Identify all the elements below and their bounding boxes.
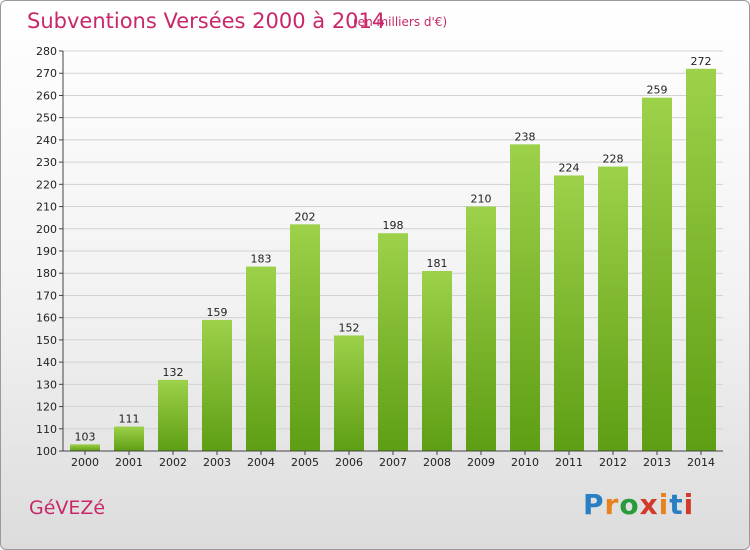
bar [466, 206, 496, 451]
proxiti-logo[interactable]: Proxiti [583, 488, 694, 521]
logo-letter: r [604, 488, 620, 521]
x-tick-label: 2011 [555, 456, 583, 469]
y-tick-label: 120 [36, 401, 57, 414]
y-tick-label: 130 [36, 378, 57, 391]
y-tick-label: 170 [36, 289, 57, 302]
x-tick-label: 2002 [159, 456, 187, 469]
y-tick-label: 260 [36, 89, 57, 102]
x-tick-label: 2014 [687, 456, 715, 469]
y-tick-label: 270 [36, 67, 57, 80]
bar-value-label: 152 [339, 321, 360, 334]
bar [598, 166, 628, 452]
y-tick-label: 150 [36, 334, 57, 347]
bar [202, 319, 232, 451]
bar [378, 233, 408, 451]
bar [246, 266, 276, 451]
x-tick-label: 2000 [71, 456, 99, 469]
x-tick-label: 2009 [467, 456, 495, 469]
y-tick-label: 190 [36, 245, 57, 258]
chart-title: Subventions Versées 2000 à 2014 [27, 9, 386, 33]
bar-value-label: 224 [559, 161, 580, 174]
bar [686, 68, 716, 452]
bar-value-label: 272 [691, 55, 712, 68]
bar-value-label: 202 [295, 210, 316, 223]
y-tick-label: 110 [36, 423, 57, 436]
y-tick-label: 230 [36, 156, 57, 169]
bar-value-label: 183 [251, 253, 272, 266]
bar [70, 444, 100, 451]
logo-letter: i [658, 488, 670, 521]
x-tick-label: 2004 [247, 456, 275, 469]
bar-value-label: 238 [515, 130, 536, 143]
bar-value-label: 228 [603, 153, 624, 166]
bar-value-label: 159 [207, 306, 228, 319]
x-tick-label: 2003 [203, 456, 231, 469]
logo-letter: o [619, 488, 640, 521]
x-tick-label: 2006 [335, 456, 363, 469]
bar-value-label: 111 [119, 413, 140, 426]
x-tick-label: 2001 [115, 456, 143, 469]
bar-value-label: 181 [427, 257, 448, 270]
bar-value-label: 132 [163, 366, 184, 379]
bar [554, 175, 584, 451]
y-tick-label: 250 [36, 112, 57, 125]
bar [642, 97, 672, 452]
chart-unit: (en milliers d'€) [353, 15, 448, 29]
bar [290, 224, 320, 451]
axes: 100 110 120 130 140 150 160 170 180 190 200 210 220 2… [36, 45, 723, 469]
y-tick-label: 200 [36, 223, 57, 236]
bars: 103 111 132 159 183 202 152 198 181 210 238 224 228 2… [70, 55, 716, 452]
x-tick-label: 2010 [511, 456, 539, 469]
bar-value-label: 198 [383, 219, 404, 232]
bar [114, 426, 144, 451]
y-tick-label: 240 [36, 134, 57, 147]
y-tick-label: 220 [36, 178, 57, 191]
bar-value-label: 210 [471, 193, 492, 206]
x-tick-label: 2005 [291, 456, 319, 469]
y-tick-label: 180 [36, 267, 57, 280]
logo-letter: i [683, 488, 695, 521]
logo-letter: P [583, 488, 605, 521]
x-tick-label: 2007 [379, 456, 407, 469]
y-tick-label: 160 [36, 312, 57, 325]
bar [510, 144, 540, 452]
bar-value-label: 259 [647, 84, 668, 97]
bar [158, 379, 188, 451]
y-tick-label: 280 [36, 45, 57, 58]
bar-value-label: 103 [75, 430, 96, 443]
y-tick-label: 100 [36, 445, 57, 458]
y-tick-label: 140 [36, 356, 57, 369]
y-tick-label: 210 [36, 201, 57, 214]
logo-letter: t [669, 488, 684, 521]
bar [334, 335, 364, 451]
logo-letter: x [639, 488, 659, 521]
x-tick-label: 2012 [599, 456, 627, 469]
city-name: GéVEZé [29, 497, 106, 519]
bar [422, 271, 452, 451]
x-tick-label: 2013 [643, 456, 671, 469]
x-tick-label: 2008 [423, 456, 451, 469]
